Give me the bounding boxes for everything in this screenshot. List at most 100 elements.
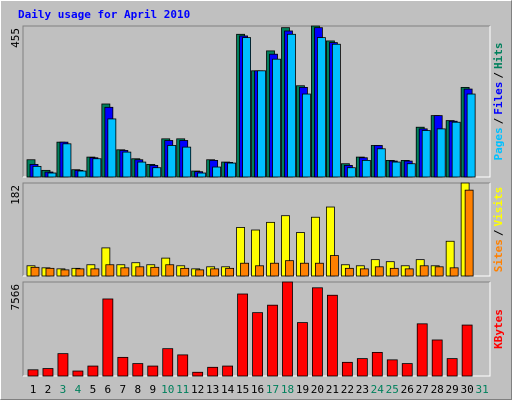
x-tick-label: 14	[221, 383, 235, 396]
bar	[42, 368, 54, 377]
bar	[210, 268, 220, 277]
bar	[466, 93, 476, 178]
bar	[374, 266, 384, 277]
bar	[421, 130, 431, 178]
x-tick-label: 27	[416, 383, 429, 396]
legend: Pages / Files / Hits	[492, 43, 505, 161]
legend-entry: Hits	[492, 43, 505, 70]
x-tick-label: 28	[431, 383, 444, 396]
bar	[315, 262, 324, 277]
bar	[344, 267, 354, 277]
x-tick-label: 11	[176, 383, 189, 396]
bar	[47, 172, 57, 178]
bar	[222, 365, 234, 377]
bar	[329, 255, 339, 277]
x-tick-label: 5	[90, 383, 97, 396]
x-tick-label: 26	[401, 383, 414, 396]
legend-entry: Files	[492, 82, 505, 115]
bar	[105, 264, 115, 277]
bar	[117, 356, 129, 377]
bar	[270, 262, 279, 277]
x-tick-label: 30	[461, 383, 474, 396]
bar	[240, 262, 249, 277]
bar	[212, 166, 222, 178]
bar	[416, 323, 428, 377]
x-tick-label: 2	[45, 383, 52, 396]
x-tick-label: 20	[311, 383, 324, 396]
bar	[165, 264, 175, 277]
bar	[45, 267, 55, 277]
bar	[461, 324, 473, 377]
bar	[197, 172, 207, 178]
bar	[302, 93, 311, 178]
bar	[341, 361, 353, 377]
x-tick-label: 29	[446, 383, 459, 396]
bar	[406, 163, 416, 178]
bar	[237, 293, 248, 377]
bar	[107, 118, 117, 178]
bar	[102, 298, 114, 377]
bar	[404, 268, 414, 277]
bar	[120, 267, 130, 277]
bar	[32, 165, 42, 178]
x-tick-label: 13	[206, 383, 219, 396]
bar	[267, 304, 278, 377]
bar	[30, 266, 40, 277]
bar	[177, 354, 189, 377]
x-tick-label: 23	[356, 383, 369, 396]
x-tick-label: 31	[475, 383, 488, 396]
bar	[167, 145, 177, 178]
bar	[27, 369, 39, 377]
x-tick-label: 21	[326, 383, 339, 396]
bar	[359, 268, 369, 277]
x-tick-label: 18	[281, 383, 294, 396]
bar	[285, 260, 294, 277]
x-tick-label: 8	[134, 383, 141, 396]
x-tick-label: 15	[236, 383, 249, 396]
bar	[300, 262, 309, 277]
legend-entry: KBytes	[492, 309, 505, 349]
x-tick-label: 7	[120, 383, 127, 396]
bar	[72, 370, 84, 377]
x-tick-label: 3	[60, 383, 67, 396]
panel-frame-dark	[22, 25, 490, 177]
bar	[356, 358, 368, 377]
bar	[87, 365, 99, 377]
bar	[150, 266, 160, 277]
bar	[257, 70, 266, 178]
x-tick-label: 19	[296, 383, 309, 396]
bar	[391, 161, 401, 178]
bar	[225, 267, 235, 277]
legend-entry: Pages	[492, 127, 505, 160]
bar	[192, 371, 204, 377]
bar	[255, 265, 264, 277]
bar	[282, 281, 293, 377]
legend: KBytes	[492, 309, 505, 349]
bar	[92, 158, 102, 178]
bar	[272, 58, 281, 178]
legend-separator: /	[492, 117, 505, 124]
x-tick-label: 25	[386, 383, 399, 396]
bar	[57, 353, 69, 377]
bar	[386, 359, 398, 377]
bar	[60, 269, 70, 277]
bar	[317, 37, 326, 178]
x-tick-label: 12	[191, 383, 204, 396]
bar	[180, 267, 190, 277]
bar	[147, 365, 159, 377]
bar	[326, 294, 338, 377]
bar	[90, 268, 100, 277]
x-tick-label: 10	[161, 383, 174, 396]
legend-separator: /	[492, 72, 505, 79]
bar	[446, 358, 458, 377]
bar	[227, 162, 237, 178]
bar	[242, 37, 251, 178]
bar	[346, 167, 356, 178]
bar	[162, 348, 174, 377]
x-tick-label: 16	[251, 383, 264, 396]
bar	[371, 351, 383, 377]
bar	[449, 267, 459, 277]
bar	[252, 312, 263, 377]
legend-separator: /	[492, 229, 505, 236]
